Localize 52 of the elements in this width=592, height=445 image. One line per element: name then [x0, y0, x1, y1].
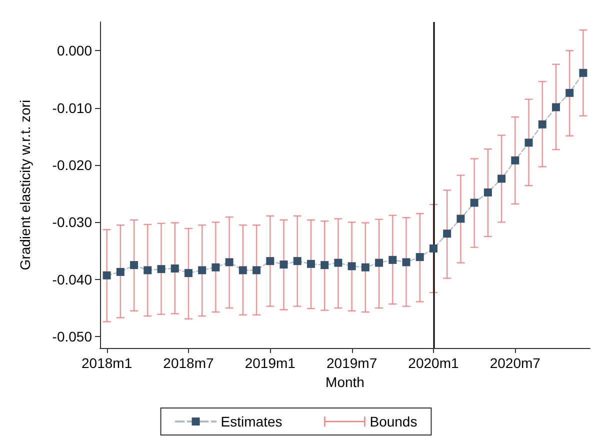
point — [484, 188, 492, 196]
y-tick-label: -0.020 — [52, 156, 92, 173]
point — [157, 265, 166, 274]
point — [498, 174, 506, 183]
point — [116, 268, 124, 276]
point — [552, 103, 560, 112]
point — [538, 120, 546, 128]
text: Bounds — [370, 414, 418, 430]
point — [130, 261, 138, 270]
point — [144, 266, 152, 274]
point — [416, 253, 424, 262]
x-tick-label: 2019m7 — [326, 355, 378, 371]
point — [524, 138, 533, 147]
point — [429, 244, 438, 252]
point — [184, 269, 192, 278]
point — [170, 264, 179, 272]
y-tick-label: -0.050 — [52, 328, 92, 345]
y-tick-label: -0.040 — [52, 271, 92, 288]
point — [225, 258, 234, 266]
y-axis-title: Gradient elasticity w.r.t. zori — [17, 100, 33, 270]
point — [511, 156, 520, 164]
x-tick-label: 2018m1 — [82, 355, 132, 371]
point — [361, 263, 370, 272]
point — [306, 260, 315, 268]
point — [293, 257, 302, 266]
point — [266, 257, 274, 266]
point — [375, 258, 384, 267]
y-tick-label: -0.010 — [52, 100, 92, 116]
point — [280, 260, 288, 268]
point — [456, 214, 465, 223]
point — [212, 263, 220, 272]
legend-label: Estimates — [220, 414, 282, 430]
point — [348, 262, 356, 270]
point — [102, 271, 111, 280]
point — [388, 256, 397, 264]
point — [198, 266, 206, 274]
point — [238, 266, 247, 274]
point — [443, 230, 452, 238]
point — [334, 258, 342, 267]
point — [252, 266, 261, 274]
x-tick-label: 2020m1 — [408, 355, 459, 371]
x-tick-label: 2018m7 — [163, 355, 214, 371]
y-tick-label: -0.030 — [52, 214, 92, 230]
point — [402, 258, 410, 266]
x-axis-title: Month — [326, 374, 364, 390]
point — [320, 261, 329, 270]
point — [566, 88, 574, 97]
x-tick-label: 2020m7 — [490, 355, 541, 371]
point — [470, 198, 478, 207]
x-tick-label: 2019m1 — [244, 355, 296, 371]
point — [579, 68, 588, 77]
y-tick-label: 0.000 — [56, 42, 92, 59]
